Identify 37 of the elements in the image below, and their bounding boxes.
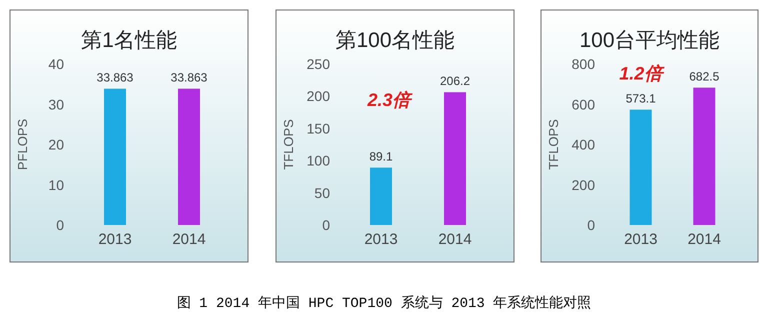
- y-axis-title: TFLOPS: [546, 118, 561, 170]
- y-tick-label: 40: [48, 56, 64, 72]
- annotation: 2.3倍: [366, 90, 414, 110]
- y-tick-label: 50: [314, 184, 330, 201]
- y-tick-label: 0: [56, 217, 64, 233]
- x-tick-label: 2013: [364, 231, 398, 248]
- chart-title: 第100名性能: [335, 29, 455, 52]
- y-tick-label: 200: [572, 176, 596, 193]
- data-label: 33.863: [170, 70, 208, 85]
- x-tick-label: 2013: [98, 231, 132, 248]
- y-tick-label: 150: [306, 120, 330, 136]
- caption: 图 1 2014 年中国 HPC TOP100 系统与 2013 年系统性能对照: [176, 295, 592, 312]
- data-label: 682.5: [689, 70, 720, 84]
- x-tick-label: 2014: [438, 231, 472, 248]
- data-label: 573.1: [626, 92, 656, 106]
- y-tick-label: 0: [587, 217, 596, 233]
- y-tick-label: 20: [48, 136, 64, 152]
- y-tick-label: 200: [306, 88, 330, 104]
- data-label: 33.863: [96, 70, 134, 85]
- y-axis-title: PFLOPS: [15, 118, 30, 170]
- x-tick-label: 2014: [172, 231, 206, 248]
- y-tick-label: 400: [572, 136, 596, 152]
- y-tick-label: 30: [48, 96, 64, 112]
- x-tick-label: 2013: [624, 231, 658, 248]
- y-tick-label: 0: [322, 217, 330, 233]
- y-tick-label: 250: [306, 56, 330, 72]
- y-tick-label: 800: [572, 56, 596, 72]
- annotation: 1.2倍: [619, 64, 666, 84]
- data-label: 206.2: [440, 74, 470, 88]
- y-tick-label: 100: [306, 152, 330, 169]
- data-label: 89.1: [369, 150, 393, 164]
- chart-title: 100台平均性能: [579, 29, 720, 52]
- y-axis-title: TFLOPS: [281, 118, 296, 170]
- chart-title: 第1名性能: [81, 29, 177, 52]
- y-tick-label: 600: [572, 96, 596, 112]
- x-tick-label: 2014: [688, 231, 721, 248]
- y-tick-label: 10: [48, 176, 64, 193]
